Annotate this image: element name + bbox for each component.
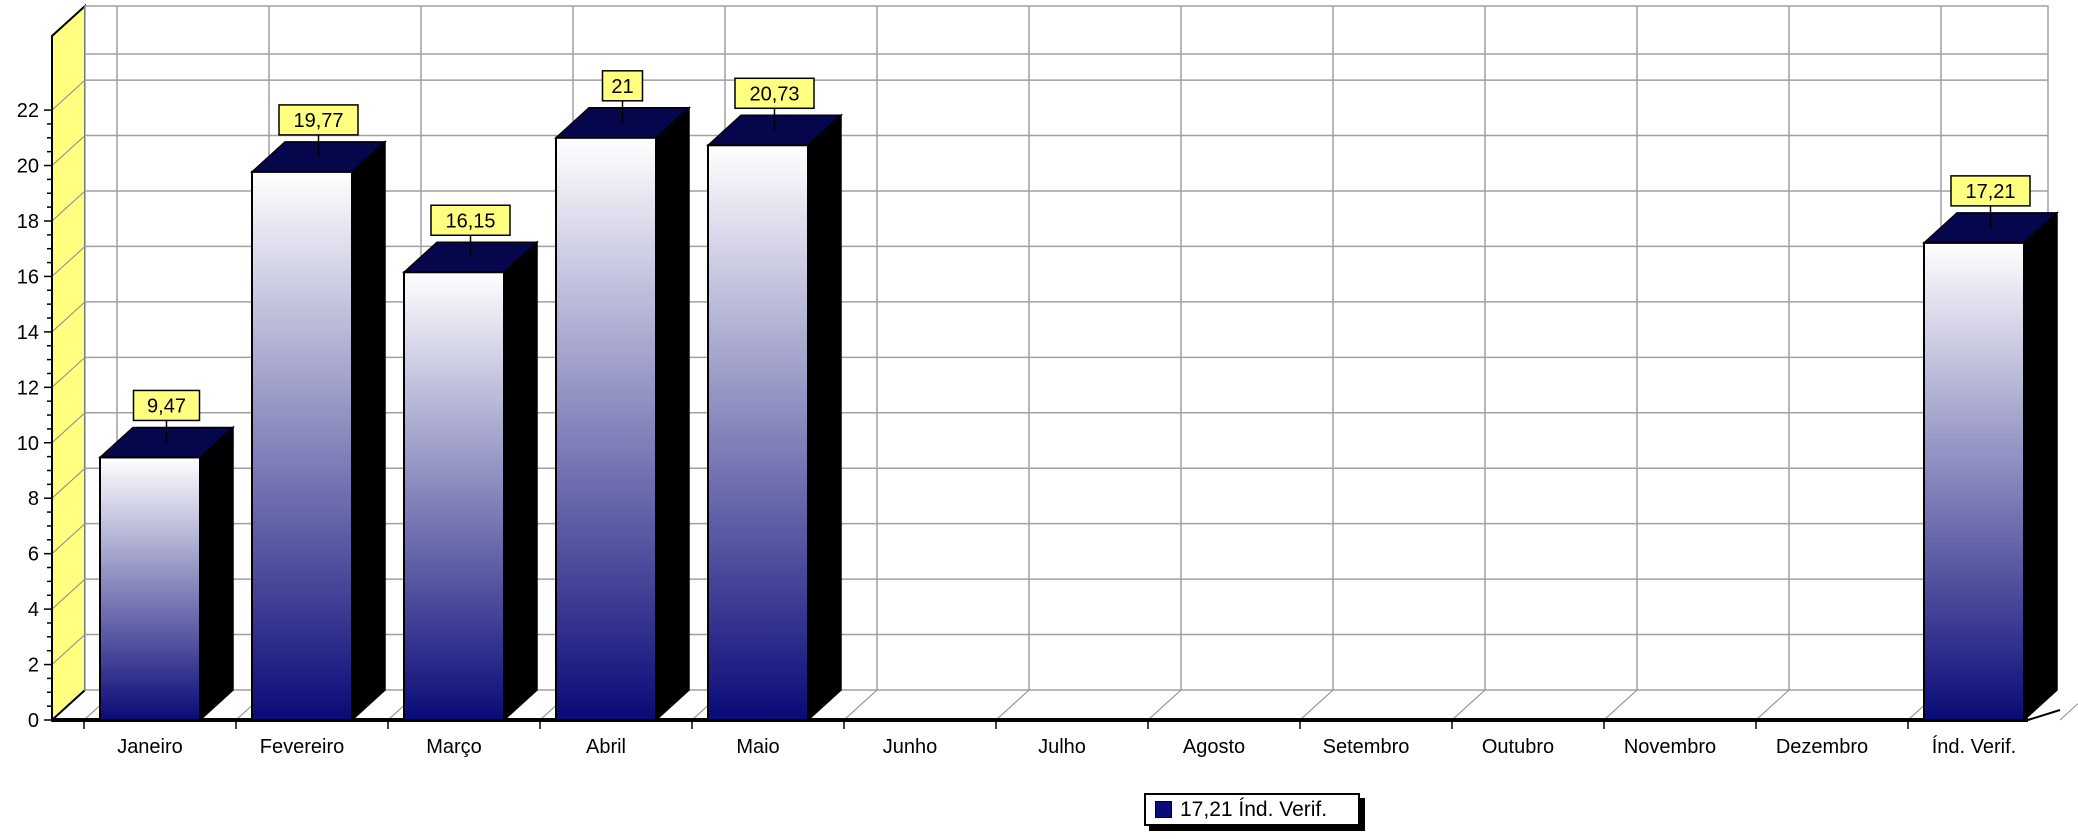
bar-side (503, 240, 538, 722)
wall-gridline (51, 523, 86, 555)
data-label: 9,47 (147, 395, 186, 417)
wall-gridline (51, 135, 86, 166)
y-tick-label: 10 (17, 433, 39, 455)
floor-gridline (843, 689, 878, 721)
bar-side (199, 425, 234, 722)
wall-gridline (51, 578, 86, 610)
bar-side (2023, 211, 2058, 722)
wall-gridline (51, 412, 86, 444)
y-tick-label: 22 (17, 100, 39, 122)
bar (707, 144, 809, 722)
bar (1923, 241, 2025, 722)
data-label: 19,77 (293, 110, 343, 132)
bar (99, 456, 201, 721)
x-tick-label: Maio (736, 736, 779, 758)
data-label-box (132, 389, 201, 422)
y-tick-label: 16 (17, 266, 39, 288)
data-label-box (278, 104, 359, 136)
legend: 17,21 Índ. Verif. (1144, 793, 1360, 826)
y-tick-label: 0 (28, 710, 39, 732)
bar-side (807, 113, 842, 722)
y-tick-label: 2 (28, 655, 39, 677)
wall-gridline (51, 356, 86, 388)
bar-side (655, 106, 690, 722)
wall-gridline (51, 467, 86, 499)
y-tick-label: 20 (17, 156, 39, 178)
data-label: 17,21 (1965, 181, 2015, 203)
bar (403, 271, 505, 721)
x-tick-label: Dezembro (1776, 736, 1868, 758)
x-tick-label: Março (426, 736, 482, 758)
bar-side (351, 140, 386, 722)
floor-gridline (1451, 689, 1486, 721)
y-tick-label: 4 (28, 599, 39, 621)
data-label: 21 (611, 76, 633, 98)
data-label: 20,73 (749, 83, 799, 105)
legend-swatch (1155, 801, 1172, 818)
floor-gridline (1299, 689, 1334, 721)
floor-gridline (1755, 689, 1790, 721)
x-tick-label: Novembro (1624, 736, 1716, 758)
x-tick-label: Outubro (1482, 736, 1554, 758)
data-label-box (1950, 175, 2031, 207)
x-tick-label: Fevereiro (260, 736, 344, 758)
x-tick-label: Índ. Verif. (1932, 735, 2017, 758)
data-label-box (601, 70, 644, 102)
y-tick-label: 8 (28, 488, 39, 510)
legend-label: 17,21 Índ. Verif. (1180, 797, 1328, 821)
left-wall (51, 3, 86, 723)
wall-gridline (51, 79, 86, 111)
x-tick-label: Julho (1038, 736, 1086, 758)
x-tick-label: Setembro (1323, 736, 1410, 758)
x-axis-end (2027, 709, 2061, 721)
x-tick-label: Abril (586, 736, 626, 758)
floor-gridline (1603, 689, 1638, 721)
y-tick-label: 12 (17, 377, 39, 399)
wall-gridline (51, 246, 86, 277)
data-label: 16,15 (445, 210, 495, 232)
floor-gridline (995, 689, 1030, 721)
wall-gridline (51, 190, 86, 222)
data-label-box (734, 77, 815, 110)
x-tick-label: Junho (883, 736, 938, 758)
wall-gridline (51, 634, 86, 665)
bar (555, 136, 657, 721)
wall-gridline (51, 301, 86, 333)
y-tick-label: 14 (17, 322, 39, 344)
floor-gridline (2059, 702, 2078, 721)
bar (251, 170, 353, 721)
x-tick-label: Agosto (1183, 736, 1245, 758)
y-tick-label: 18 (17, 211, 39, 233)
y-tick-label: 6 (28, 544, 39, 566)
x-tick-label: Janeiro (117, 736, 183, 758)
floor-gridline (1147, 689, 1182, 721)
data-label-box (430, 204, 511, 237)
